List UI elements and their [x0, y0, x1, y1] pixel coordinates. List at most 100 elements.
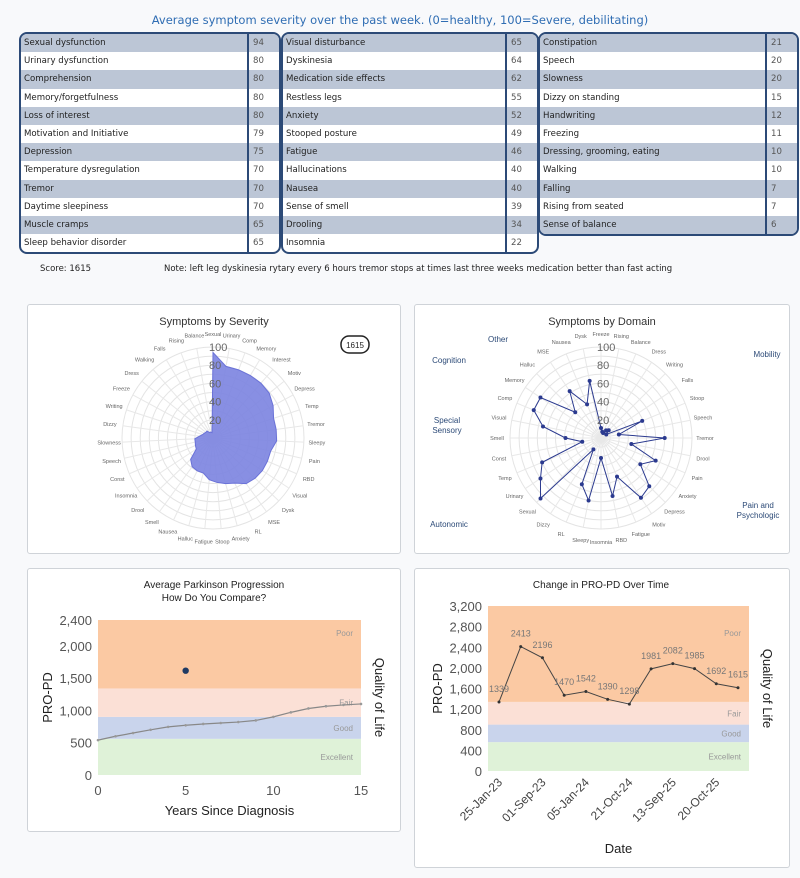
data-label: 2196	[532, 640, 552, 650]
tick-label: 80	[209, 360, 221, 372]
symptom-name: Sleep behavior disorder	[24, 238, 127, 249]
y-tick-label: 400	[460, 743, 482, 758]
table-row: Depression 75	[21, 143, 279, 162]
change-over-time-panel: Excellent Good Fair Poor 0 400 800 1,200 1,600 2,…	[414, 568, 790, 868]
table-row: Temperature dysregulation 70	[21, 161, 279, 180]
data-point	[649, 667, 653, 671]
table-row: Visual disturbance 65	[283, 34, 537, 53]
average-curve-point	[166, 725, 170, 729]
category-label: Sexual	[519, 510, 536, 516]
y-tick-label: 2,000	[449, 661, 482, 676]
symptom-value: 20	[765, 52, 797, 71]
y-tick-label: 0	[475, 764, 482, 779]
symptom-name: Medication side effects	[286, 74, 386, 85]
data-label: 2413	[511, 629, 531, 639]
category-label: Stoop	[690, 396, 704, 402]
data-point	[540, 424, 545, 429]
grid-spoke	[516, 437, 602, 474]
symptom-name: Loss of interest	[24, 110, 90, 121]
category-label: Visual	[492, 416, 507, 422]
series-area	[190, 351, 278, 485]
data-point	[610, 494, 615, 499]
category-label: Speech	[102, 459, 121, 465]
table-row: Speech 20	[540, 52, 797, 71]
page-title: Average symptom severity over the past w…	[151, 13, 649, 27]
data-point	[573, 410, 578, 415]
band-fair	[488, 701, 749, 725]
symptom-value: 20	[765, 70, 797, 89]
data-point	[601, 430, 606, 435]
y-axis-label: PRO-PD	[40, 672, 55, 723]
symptom-value: 80	[247, 106, 279, 125]
band-label: Fair	[339, 699, 353, 708]
band-label: Poor	[724, 629, 741, 638]
chart-title: Symptoms by Severity	[159, 316, 269, 328]
symptom-value: 11	[765, 124, 797, 144]
symptom-name: Constipation	[543, 38, 598, 48]
category-label: RL	[558, 532, 565, 538]
category-label: Interest	[272, 358, 291, 364]
category-label: Motiv	[652, 522, 665, 528]
symptom-name: Depression	[24, 147, 73, 158]
symptom-name: Urinary dysfunction	[24, 56, 109, 67]
symptom-name: Tremor	[24, 183, 54, 194]
symptom-name: Dizzy on standing	[543, 92, 620, 103]
y-tick-label: 1,000	[59, 703, 92, 718]
average-curve-point	[184, 723, 187, 727]
y-tick-label: 0	[85, 768, 92, 783]
symptom-name: Anxiety	[286, 110, 319, 121]
change-over-time-chart: Excellent Good Fair Poor 0 400 800 1,200 1,600 2,…	[430, 580, 775, 856]
category-label: Dizzy	[536, 522, 550, 528]
category-label: Sleepy	[308, 441, 325, 447]
grid-spoke	[141, 380, 214, 439]
category-label: Speech	[694, 416, 713, 422]
symptom-value: 62	[505, 70, 537, 89]
table-row: Restless legs 55	[283, 88, 537, 107]
table-row: Drooling 34	[283, 215, 537, 235]
tick-label: 60	[209, 378, 221, 390]
symptom-name: Freezing	[543, 128, 580, 139]
category-label: Sleepy	[572, 538, 589, 544]
domain-radar-chart: Symptoms by Domain Freeze RisingBalanceDre…	[430, 316, 780, 546]
table-row: Motivation and Initiative 79	[21, 124, 279, 144]
symptom-name: Speech	[543, 56, 575, 67]
category-label: Stoop	[215, 540, 229, 546]
table-column: Sexual dysfunction 94 Urinary dysfunction 8…	[19, 32, 281, 255]
average-curve-point	[342, 703, 345, 707]
y-tick-label: 2,400	[449, 640, 482, 655]
y-tick-label: 500	[70, 736, 92, 751]
grid-spoke	[122, 425, 214, 439]
category-label: MSE	[268, 520, 280, 526]
band-label: Excellent	[709, 753, 742, 762]
score-badge-text: 1615	[346, 341, 364, 350]
symptom-name: Memory/forgetfulness	[24, 92, 119, 103]
score-badge	[340, 335, 370, 354]
average-curve-point	[307, 707, 310, 710]
data-point	[538, 476, 543, 481]
table-row: Loss of interest 80	[21, 106, 279, 125]
grid-spoke	[600, 437, 666, 503]
symptom-value: 52	[505, 106, 537, 125]
category-label: Writing	[106, 404, 123, 410]
category-label: Urinary	[506, 494, 524, 500]
data-point	[671, 662, 675, 666]
average-curve-point	[289, 711, 293, 714]
category-label: Depress	[664, 510, 685, 516]
y2-axis-label: Quality of Life	[372, 658, 387, 738]
y-tick-label: 2,000	[59, 639, 92, 654]
table-column: Constipation 21 Speech 20 Slowness 20 Dizzy on…	[538, 32, 799, 237]
x-tick-label: 25-Jan-23	[457, 775, 505, 823]
y-tick-label: 1,500	[59, 671, 92, 686]
symptom-name: Rising from seated	[543, 201, 624, 212]
grid-spoke	[525, 387, 602, 439]
chart-title: Change in PRO-PD Over Time	[533, 580, 670, 591]
category-label: Dizzy	[103, 422, 117, 428]
grid-spoke	[165, 359, 214, 439]
x-tick-label: 15	[354, 783, 368, 798]
data-point	[519, 645, 523, 649]
data-point	[606, 428, 611, 433]
y-tick-label: 2,400	[59, 613, 92, 628]
category-label: Const	[492, 456, 507, 462]
data-point	[579, 482, 584, 487]
y-tick-label: 1,600	[449, 682, 482, 697]
